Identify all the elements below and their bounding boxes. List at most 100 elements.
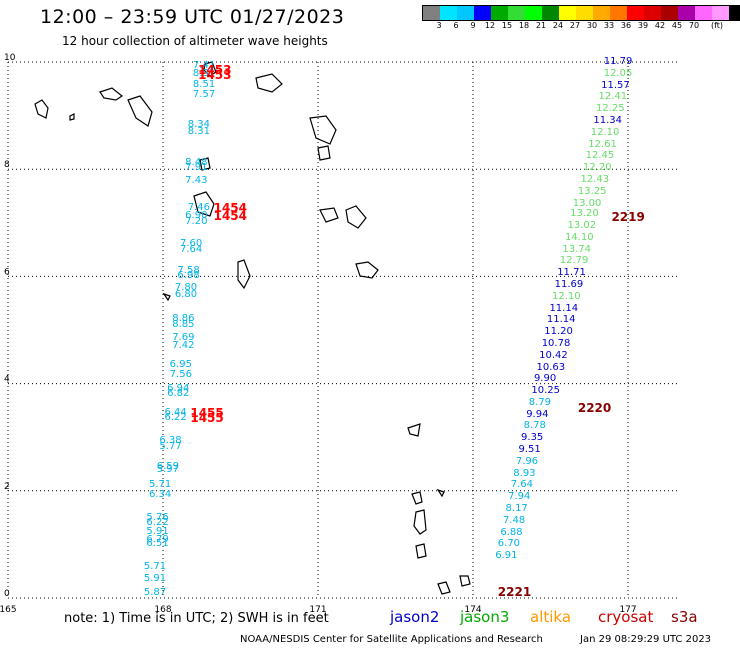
y-tick-label: 2 [4, 482, 10, 492]
wave-height-value: 7.96 [515, 455, 539, 467]
island-outline [411, 491, 423, 505]
wave-height-value: 9.35 [521, 432, 544, 444]
colorbar-swatch [695, 6, 712, 20]
colorbar-label: 15 [501, 21, 513, 30]
wave-height-value: 10.42 [539, 349, 568, 361]
wave-height-value: 12.05 [603, 67, 633, 79]
wave-height-value: 6.22 [146, 516, 169, 528]
colorbar-label: 30 [586, 21, 598, 30]
wave-height-value: 8.17 [505, 503, 528, 515]
wave-height-value: 7.69 [172, 331, 195, 343]
wave-height-value: 7.41 [192, 60, 216, 72]
wave-height-value: 13.20 [570, 208, 599, 220]
wave-height-value: 13.25 [577, 185, 607, 197]
wave-height-value: 5.71 [149, 479, 172, 491]
wave-height-value: 8.93 [513, 467, 536, 479]
island-outline [199, 157, 211, 171]
colorbar-swatch [491, 6, 508, 20]
wave-height-value: 8.78 [523, 420, 546, 432]
x-tick-label: 174 [464, 605, 481, 615]
colorbar-label: 70 [688, 21, 700, 30]
wave-height-value: 5.91 [146, 525, 169, 537]
satellite-legend-jason3: jason3 [460, 608, 510, 626]
colorbar-label: 42 [654, 21, 666, 30]
wave-height-value: 9.90 [533, 373, 557, 385]
pass-time-label: 1455 [190, 410, 224, 425]
wave-height-value: 8.31 [192, 67, 216, 79]
wave-height-value: 12.43 [580, 173, 610, 185]
wave-height-value: 13.02 [567, 220, 597, 232]
wave-height-value: 7.57 [192, 89, 216, 101]
y-tick-label: 4 [4, 375, 10, 385]
wave-height-value: 7.64 [180, 243, 203, 255]
page-title: 12:00 – 23:59 UTC 01/27/2023 [40, 6, 345, 28]
wave-height-value: 6.44 [164, 407, 187, 419]
wave-height-value: 5.97 [156, 464, 180, 476]
colorbar-label: 36 [620, 21, 632, 30]
island-outline [69, 113, 75, 121]
colorbar-swatch [525, 6, 542, 20]
island-outline [203, 61, 217, 77]
island-outline [34, 99, 49, 119]
wave-height-value: 6.98 [177, 270, 200, 282]
wave-height-value: 7.58 [177, 265, 200, 277]
wave-height-value: 6.34 [149, 489, 172, 501]
colorbar-swatch [457, 6, 474, 20]
wave-height-value: 5.71 [143, 560, 167, 572]
wave-height-value: 13.00 [572, 197, 602, 209]
y-tick-label: 10 [4, 53, 16, 63]
x-tick-label: 177 [619, 605, 636, 615]
wave-height-value: 5.91 [143, 572, 167, 584]
colorbar-swatch [440, 6, 457, 20]
credit-line: NOAA/NESDIS Center for Satellite Applica… [240, 634, 543, 645]
colorbar-label: 9 [470, 21, 476, 30]
wave-height-value: 12.20 [583, 162, 612, 174]
wave-height-value: 12.25 [595, 103, 625, 115]
wave-height-value: 8.86 [172, 313, 195, 325]
wave-height-value: 6.88 [500, 526, 523, 538]
wave-height-value: 13.74 [562, 243, 591, 255]
footnote: note: 1) Time is in UTC; 2) SWH is in fe… [64, 611, 329, 626]
wave-height-value: 12.10 [590, 126, 620, 138]
island-outline [437, 581, 451, 595]
wave-height-value: 5.77 [159, 440, 182, 452]
wave-height-value: 6.22 [164, 411, 187, 423]
pass-time-label: 2221 [497, 584, 532, 599]
wave-height-value: 8.79 [528, 396, 552, 408]
generated-timestamp: Jan 29 08:29:29 UTC 2023 [580, 634, 712, 645]
wave-height-value: 6.51 [146, 538, 169, 550]
wave-height-value: 11.57 [601, 79, 630, 91]
x-tick-label: 165 [0, 605, 17, 615]
wave-height-value: 6.70 [497, 538, 521, 550]
y-tick-label: 6 [4, 267, 10, 277]
colorbar-label: 12 [484, 21, 496, 30]
wave-height-value: 8.31 [187, 125, 211, 137]
island-outline [317, 145, 331, 161]
colorbar-label: 39 [637, 21, 649, 30]
wave-height-value: 7.94 [508, 491, 531, 503]
island-outline [193, 191, 215, 217]
satellite-legend-cryosat: cryosat [598, 608, 654, 626]
satellite-legend-altika: altika [530, 608, 572, 626]
colorbar-swatch [712, 6, 729, 20]
x-tick-label: 171 [309, 605, 326, 615]
wave-height-value: 6.95 [169, 359, 192, 371]
island-outline [345, 205, 367, 229]
island-outline [415, 543, 427, 559]
wave-height-value: 6.80 [174, 288, 198, 300]
colorbar-swatch [627, 6, 644, 20]
island-outline [237, 259, 251, 290]
pass-time-label: 1454 [213, 200, 247, 215]
colorbar-label: 24 [552, 21, 564, 30]
colorbar-swatch [661, 6, 678, 20]
colorbar-swatch [610, 6, 627, 20]
wave-height-value: 8.48 [185, 156, 208, 168]
wave-height-value: 7.48 [502, 514, 526, 526]
colorbar-swatch [474, 6, 491, 20]
colorbar-label: 21 [535, 21, 547, 30]
colorbar-label: 6 [453, 21, 459, 30]
wave-height-value: 8.85 [172, 318, 195, 330]
colorbar-swatch [729, 6, 740, 20]
wave-height-value: 14.10 [564, 231, 594, 243]
color-legend-labels: 3 6 9 12 15 18 21 24 27 30 33 36 39 42 45 70 (ft) [422, 21, 732, 33]
